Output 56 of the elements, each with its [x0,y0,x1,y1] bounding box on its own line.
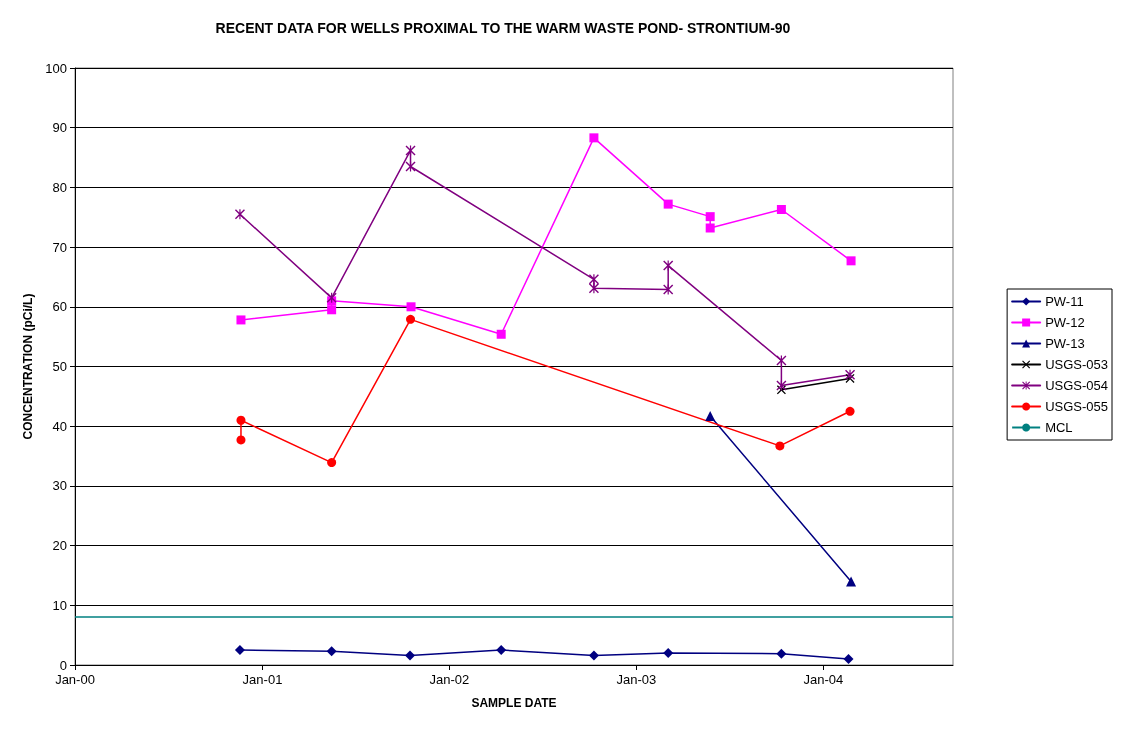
y-tick-label: 80 [52,179,67,195]
point [405,145,416,156]
point [588,283,599,294]
point [776,648,787,659]
point [236,315,246,325]
point [588,650,599,661]
y-tick-label: 90 [52,120,67,136]
legend-label: PW-11 [1045,294,1084,309]
point [326,292,337,303]
point [846,256,856,266]
point [776,204,786,214]
y-tick-label: 50 [52,359,67,374]
point [406,302,416,312]
y-tick-label: 20 [52,538,67,554]
point [236,415,246,425]
point [496,329,506,339]
x-tick-label: Jan-03 [616,672,657,687]
x-tick-label: Jan-00 [55,672,95,687]
x-tick-label: Jan-02 [429,672,470,687]
point [775,441,785,451]
x-tick-label: Jan-01 [242,672,283,687]
point [845,369,856,380]
y-axis-title: CONCENTRATION (pCi/L) [21,293,36,440]
y-tick-label: 70 [52,239,67,255]
legend-label: PW-13 [1045,336,1085,351]
point [705,212,715,222]
legend-label: MCL [1045,420,1073,435]
point [234,645,245,656]
y-tick-label: 10 [52,597,67,613]
x-axis-title: SAMPLE DATE [471,696,557,710]
point [589,133,599,143]
point [705,223,715,233]
y-tick-label: 30 [52,478,67,494]
chart-title: RECENT DATA FOR WELLS PROXIMAL TO THE WARM WASTE POND- STRONTIUM-90 [215,20,791,36]
point [663,199,673,209]
point [406,314,416,324]
legend-label: USGS-055 [1045,399,1109,414]
x-tick-label: Jan-04 [803,672,844,687]
y-tick-label: 40 [52,418,67,434]
point [588,274,599,285]
point [234,209,245,220]
point [327,305,337,315]
point [845,406,855,416]
point [326,646,337,657]
point [843,654,854,665]
point [327,458,337,468]
point [663,648,674,659]
y-tick-label: 0 [59,657,67,673]
legend-label: USGS-053 [1045,357,1109,372]
point [405,650,416,661]
point [236,435,246,445]
point [496,645,507,656]
y-tick-label: 60 [52,299,67,315]
legend-label: PW-12 [1045,315,1085,330]
legend-label: USGS-054 [1045,378,1109,393]
y-tick-label: 100 [45,60,67,76]
